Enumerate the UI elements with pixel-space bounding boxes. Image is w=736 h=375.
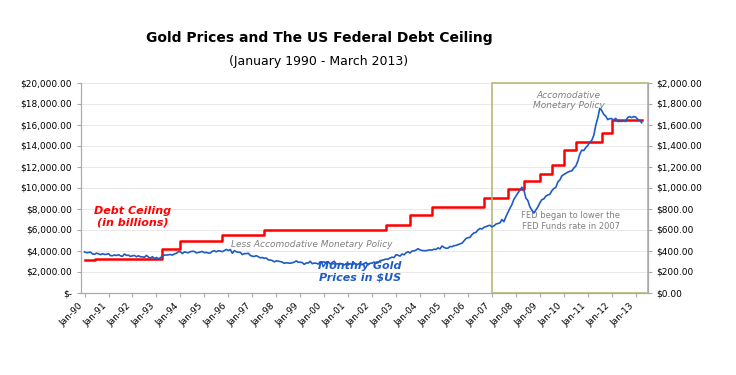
Text: Accomodative
Monetary Policy: Accomodative Monetary Policy <box>533 91 604 110</box>
Text: Monthly Gold
Prices in $US: Monthly Gold Prices in $US <box>319 261 402 282</box>
Text: Less Accomodative Monetary Policy: Less Accomodative Monetary Policy <box>231 240 393 249</box>
Text: Gold Prices and The US Federal Debt Ceiling: Gold Prices and The US Federal Debt Ceil… <box>146 31 492 45</box>
Text: FED began to lower the
FED Funds rate in 2007: FED began to lower the FED Funds rate in… <box>522 211 620 231</box>
Text: Debt Ceiling
(in billions): Debt Ceiling (in billions) <box>94 206 171 228</box>
Text: (January 1990 - March 2013): (January 1990 - March 2013) <box>230 55 408 68</box>
Bar <box>492 82 648 292</box>
